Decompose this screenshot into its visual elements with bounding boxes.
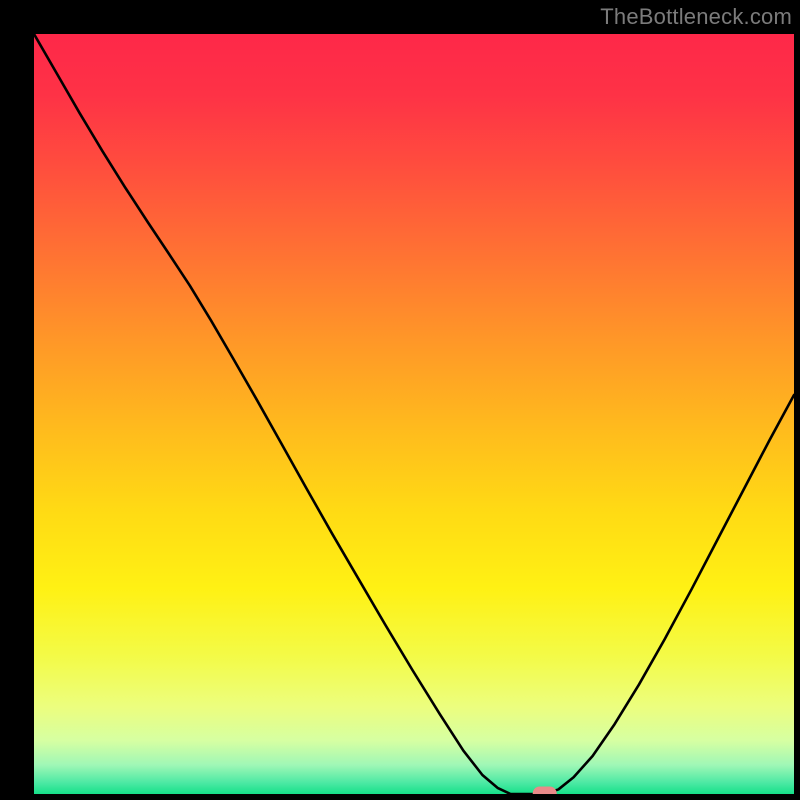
- chart-stage: TheBottleneck.com: [0, 0, 800, 800]
- plot-background-gradient: [34, 34, 794, 794]
- watermark-label: TheBottleneck.com: [600, 4, 792, 30]
- bottleneck-v-curve-chart: [0, 0, 800, 800]
- plot-area: [34, 34, 794, 800]
